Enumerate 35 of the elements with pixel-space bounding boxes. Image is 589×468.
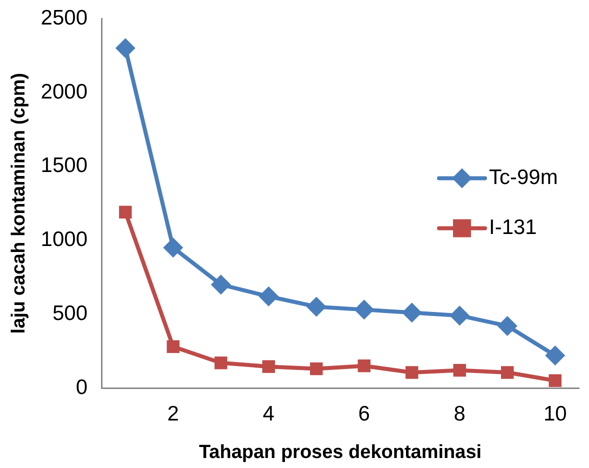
point	[258, 286, 279, 306]
legend-label: Tc-99m	[489, 166, 558, 190]
y-tick-label: 2000	[40, 80, 88, 104]
x-tick-label: 8	[454, 402, 466, 426]
point	[453, 364, 466, 377]
point	[358, 359, 370, 372]
point	[310, 362, 323, 376]
point	[501, 366, 514, 379]
x-tick-label: 2	[167, 402, 179, 426]
point	[406, 366, 418, 379]
y-axis-title: laju cacah kontaminan (cpm)	[8, 72, 30, 334]
point	[166, 340, 180, 353]
point	[548, 374, 562, 387]
x-axis-title: Tahapan proses dekontaminasi	[198, 442, 482, 463]
y-tick-label: 500	[52, 302, 88, 325]
y-tick-label: 1000	[40, 228, 88, 252]
point	[214, 356, 228, 370]
point	[545, 345, 566, 366]
y-tick-label: 1500	[40, 154, 88, 178]
y-tick-label: 2500	[40, 6, 88, 30]
point	[210, 274, 231, 295]
point	[354, 300, 374, 320]
legend-label: I-131	[489, 216, 537, 240]
x-tick-label: 6	[358, 402, 370, 426]
point	[163, 238, 184, 258]
point	[115, 38, 136, 58]
point	[262, 360, 275, 373]
point	[306, 296, 326, 317]
x-tick-label: 10	[543, 402, 567, 426]
x-tick-label: 4	[262, 402, 275, 426]
point	[402, 302, 422, 323]
point	[497, 316, 518, 336]
y-tick-label: 0	[76, 376, 88, 399]
point	[119, 206, 132, 219]
point	[450, 306, 470, 326]
